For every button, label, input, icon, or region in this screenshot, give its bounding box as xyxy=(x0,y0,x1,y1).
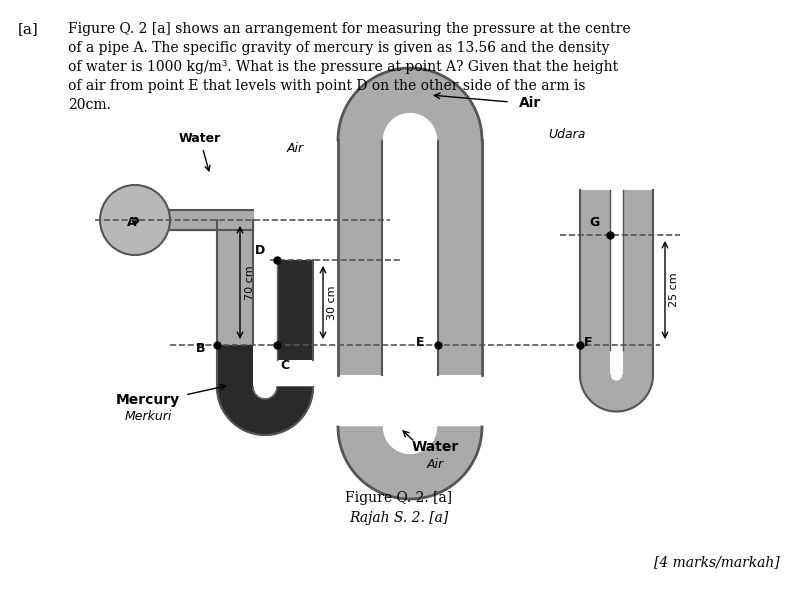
Text: Rajah S. 2. [a]: Rajah S. 2. [a] xyxy=(350,511,448,525)
Text: B: B xyxy=(196,342,205,355)
Polygon shape xyxy=(338,68,482,140)
Text: C: C xyxy=(280,359,289,372)
Bar xyxy=(438,140,482,375)
Text: F: F xyxy=(584,336,592,349)
Circle shape xyxy=(100,185,170,255)
Text: 70 cm: 70 cm xyxy=(245,265,255,300)
Polygon shape xyxy=(580,375,653,411)
Text: Air: Air xyxy=(426,458,444,471)
Bar xyxy=(338,140,382,375)
Text: [a]: [a] xyxy=(18,22,39,36)
Polygon shape xyxy=(217,387,313,435)
Bar xyxy=(580,190,610,350)
Text: Water: Water xyxy=(412,440,459,454)
Text: 20cm.: 20cm. xyxy=(68,98,111,112)
Text: E: E xyxy=(416,336,424,349)
Text: Figure Q. 2. [a]: Figure Q. 2. [a] xyxy=(346,491,452,505)
Text: 30 cm: 30 cm xyxy=(327,285,337,320)
Text: A: A xyxy=(127,217,136,230)
Bar xyxy=(277,260,313,360)
Text: Mercury: Mercury xyxy=(116,393,180,407)
Text: Air: Air xyxy=(286,142,303,155)
Bar xyxy=(217,345,253,387)
Bar xyxy=(217,220,253,345)
Polygon shape xyxy=(338,427,482,499)
Text: of water is 1000 kg/m³. What is the pressure at point A? Given that the height: of water is 1000 kg/m³. What is the pres… xyxy=(68,60,618,74)
Bar xyxy=(623,345,653,375)
Text: Water: Water xyxy=(179,132,221,171)
Text: G: G xyxy=(590,216,600,229)
Bar xyxy=(580,345,610,375)
Text: 25 cm: 25 cm xyxy=(669,273,679,307)
Text: D: D xyxy=(255,244,265,257)
Text: [4 marks/markah]: [4 marks/markah] xyxy=(654,555,780,569)
Text: Air: Air xyxy=(519,96,541,110)
Text: of air from point E that levels with point D on the other side of the arm is: of air from point E that levels with poi… xyxy=(68,79,586,93)
Text: of a pipe A. The specific gravity of mercury is given as 13.56 and the density: of a pipe A. The specific gravity of mer… xyxy=(68,41,610,55)
Text: Figure Q. 2 [a] shows an arrangement for measuring the pressure at the centre: Figure Q. 2 [a] shows an arrangement for… xyxy=(68,22,630,36)
Text: Merkuri: Merkuri xyxy=(124,411,172,424)
Bar xyxy=(623,190,653,350)
Text: Udara: Udara xyxy=(548,128,586,141)
